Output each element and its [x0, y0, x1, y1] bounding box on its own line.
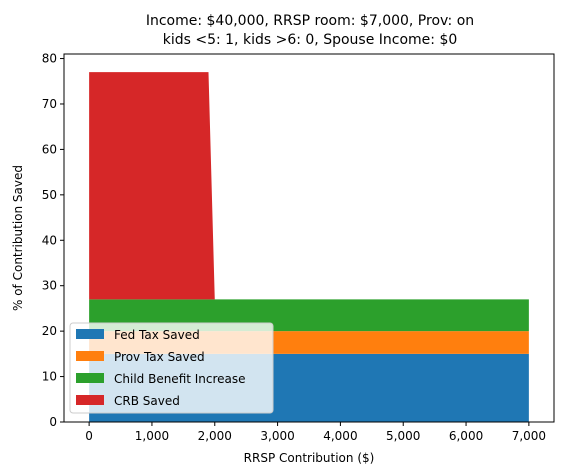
y-axis: 0 10 20 30 40 50 60 70 80 — [42, 52, 64, 429]
x-tick-label: 6,000 — [449, 429, 483, 443]
y-axis-label: % of Contribution Saved — [11, 165, 25, 311]
legend-swatch-fed-tax-saved — [76, 329, 104, 339]
legend-label-prov-tax-saved: Prov Tax Saved — [114, 350, 205, 364]
y-tick-label: 80 — [42, 52, 57, 66]
y-tick-label: 70 — [42, 97, 57, 111]
legend-swatch-child-benefit-increase — [76, 373, 104, 383]
legend-label-crb-saved: CRB Saved — [114, 394, 180, 408]
chart-title: Income: $40,000, RRSP room: $7,000, Prov… — [146, 13, 474, 48]
y-tick-label: 10 — [42, 370, 57, 384]
y-tick-label: 60 — [42, 142, 57, 156]
area-crb-saved — [89, 72, 529, 300]
x-axis: 0 1,000 2,000 3,000 4,000 5,000 6,000 7,000 — [85, 422, 546, 443]
plot-frame — [63, 53, 555, 423]
y-tick-label: 40 — [42, 233, 57, 247]
y-tick-label: 20 — [42, 324, 57, 338]
legend-label-child-benefit-increase: Child Benefit Increase — [114, 372, 246, 386]
legend: Fed Tax Saved Prov Tax Saved Child Benefit… — [69, 322, 274, 414]
x-tick-label: 3,000 — [260, 429, 294, 443]
legend-label-fed-tax-saved: Fed Tax Saved — [114, 328, 200, 342]
legend-box — [69, 322, 274, 414]
x-tick-label: 4,000 — [323, 429, 357, 443]
legend-swatch-crb-saved — [76, 395, 104, 405]
legend-swatch-prov-tax-saved — [76, 351, 104, 361]
title-line-2: kids <5: 1, kids >6: 0, Spouse Income: $… — [163, 32, 458, 48]
x-tick-label: 0 — [85, 429, 93, 443]
y-tick-label: 50 — [42, 188, 57, 202]
x-tick-label: 2,000 — [198, 429, 232, 443]
x-tick-label: 7,000 — [512, 429, 546, 443]
x-tick-label: 1,000 — [135, 429, 169, 443]
y-tick-label: 0 — [49, 415, 57, 429]
title-line-1: Income: $40,000, RRSP room: $7,000, Prov… — [146, 13, 474, 29]
y-tick-label: 30 — [42, 279, 57, 293]
x-axis-label: RRSP Contribution ($) — [244, 451, 375, 465]
x-tick-label: 5,000 — [386, 429, 420, 443]
